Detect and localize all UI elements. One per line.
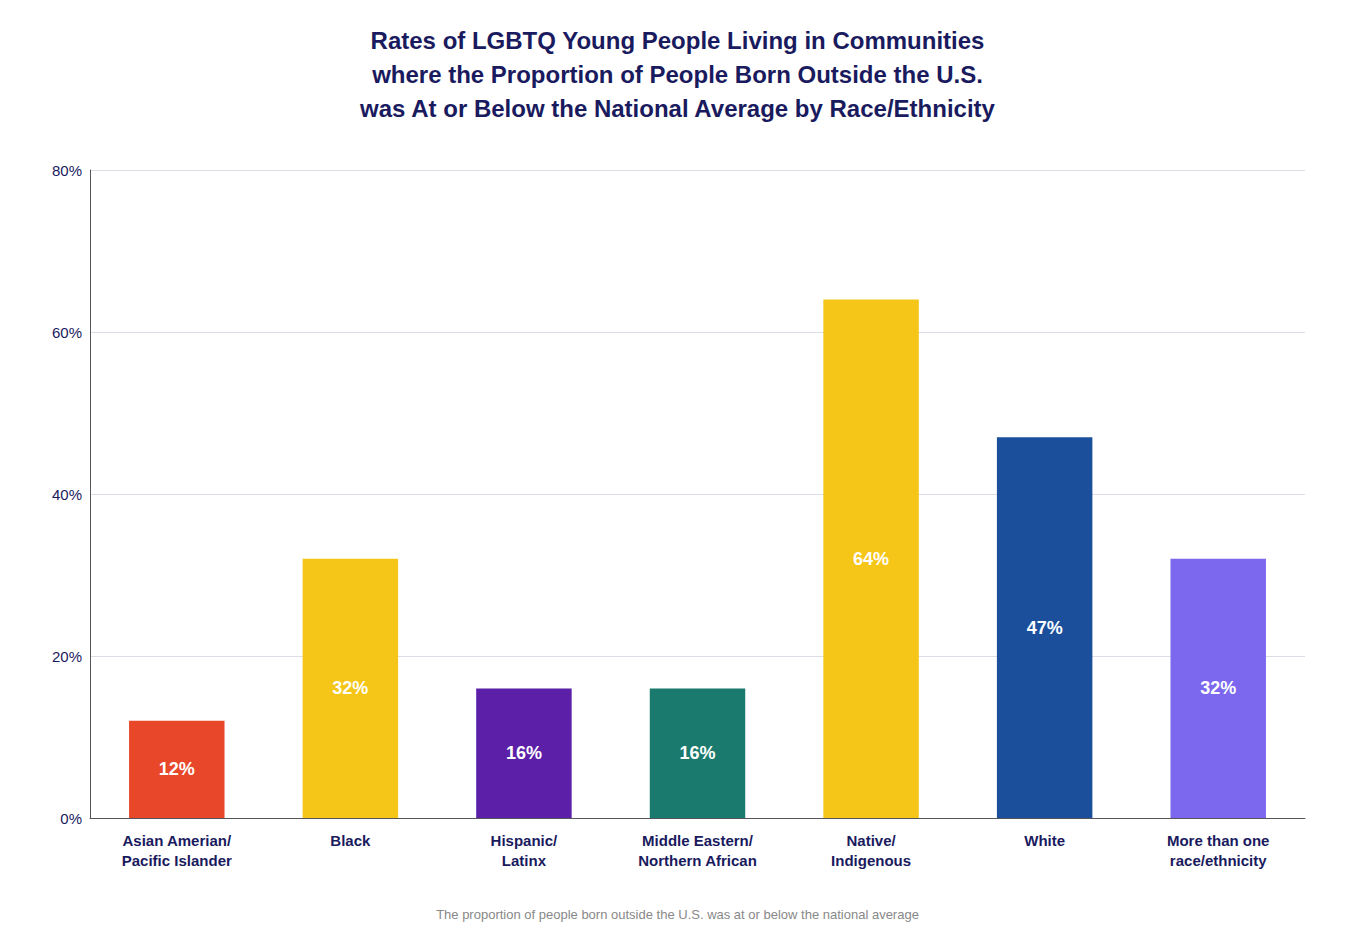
svg-text:Latinx: Latinx (502, 852, 547, 869)
svg-text:12%: 12% (159, 759, 195, 779)
svg-text:was At or Below the National A: was At or Below the National Average by … (359, 95, 995, 122)
svg-text:47%: 47% (1027, 618, 1063, 638)
svg-text:race/ethnicity: race/ethnicity (1170, 852, 1267, 869)
svg-text:White: White (1024, 832, 1065, 849)
svg-text:Northern African: Northern African (638, 852, 757, 869)
svg-text:Native/: Native/ (846, 832, 896, 849)
svg-text:More than one: More than one (1167, 832, 1270, 849)
svg-text:Pacific Islander: Pacific Islander (122, 852, 232, 869)
svg-text:16%: 16% (679, 743, 715, 763)
svg-text:32%: 32% (332, 678, 368, 698)
svg-text:The proportion of people born: The proportion of people born outside th… (436, 907, 919, 922)
svg-text:0%: 0% (60, 810, 82, 827)
svg-text:Hispanic/: Hispanic/ (491, 832, 559, 849)
svg-text:Middle Eastern/: Middle Eastern/ (642, 832, 754, 849)
svg-text:60%: 60% (52, 324, 82, 341)
svg-text:64%: 64% (853, 549, 889, 569)
svg-text:32%: 32% (1200, 678, 1236, 698)
svg-text:80%: 80% (52, 162, 82, 179)
svg-text:16%: 16% (506, 743, 542, 763)
svg-text:20%: 20% (52, 648, 82, 665)
svg-text:where the Proportion of People: where the Proportion of People Born Outs… (371, 61, 983, 88)
svg-text:Asian Amerian/: Asian Amerian/ (122, 832, 231, 849)
svg-text:Indigenous: Indigenous (831, 852, 911, 869)
svg-text:40%: 40% (52, 486, 82, 503)
svg-text:Rates of LGBTQ Young People Li: Rates of LGBTQ Young People Living in Co… (371, 27, 985, 54)
svg-text:Black: Black (330, 832, 371, 849)
